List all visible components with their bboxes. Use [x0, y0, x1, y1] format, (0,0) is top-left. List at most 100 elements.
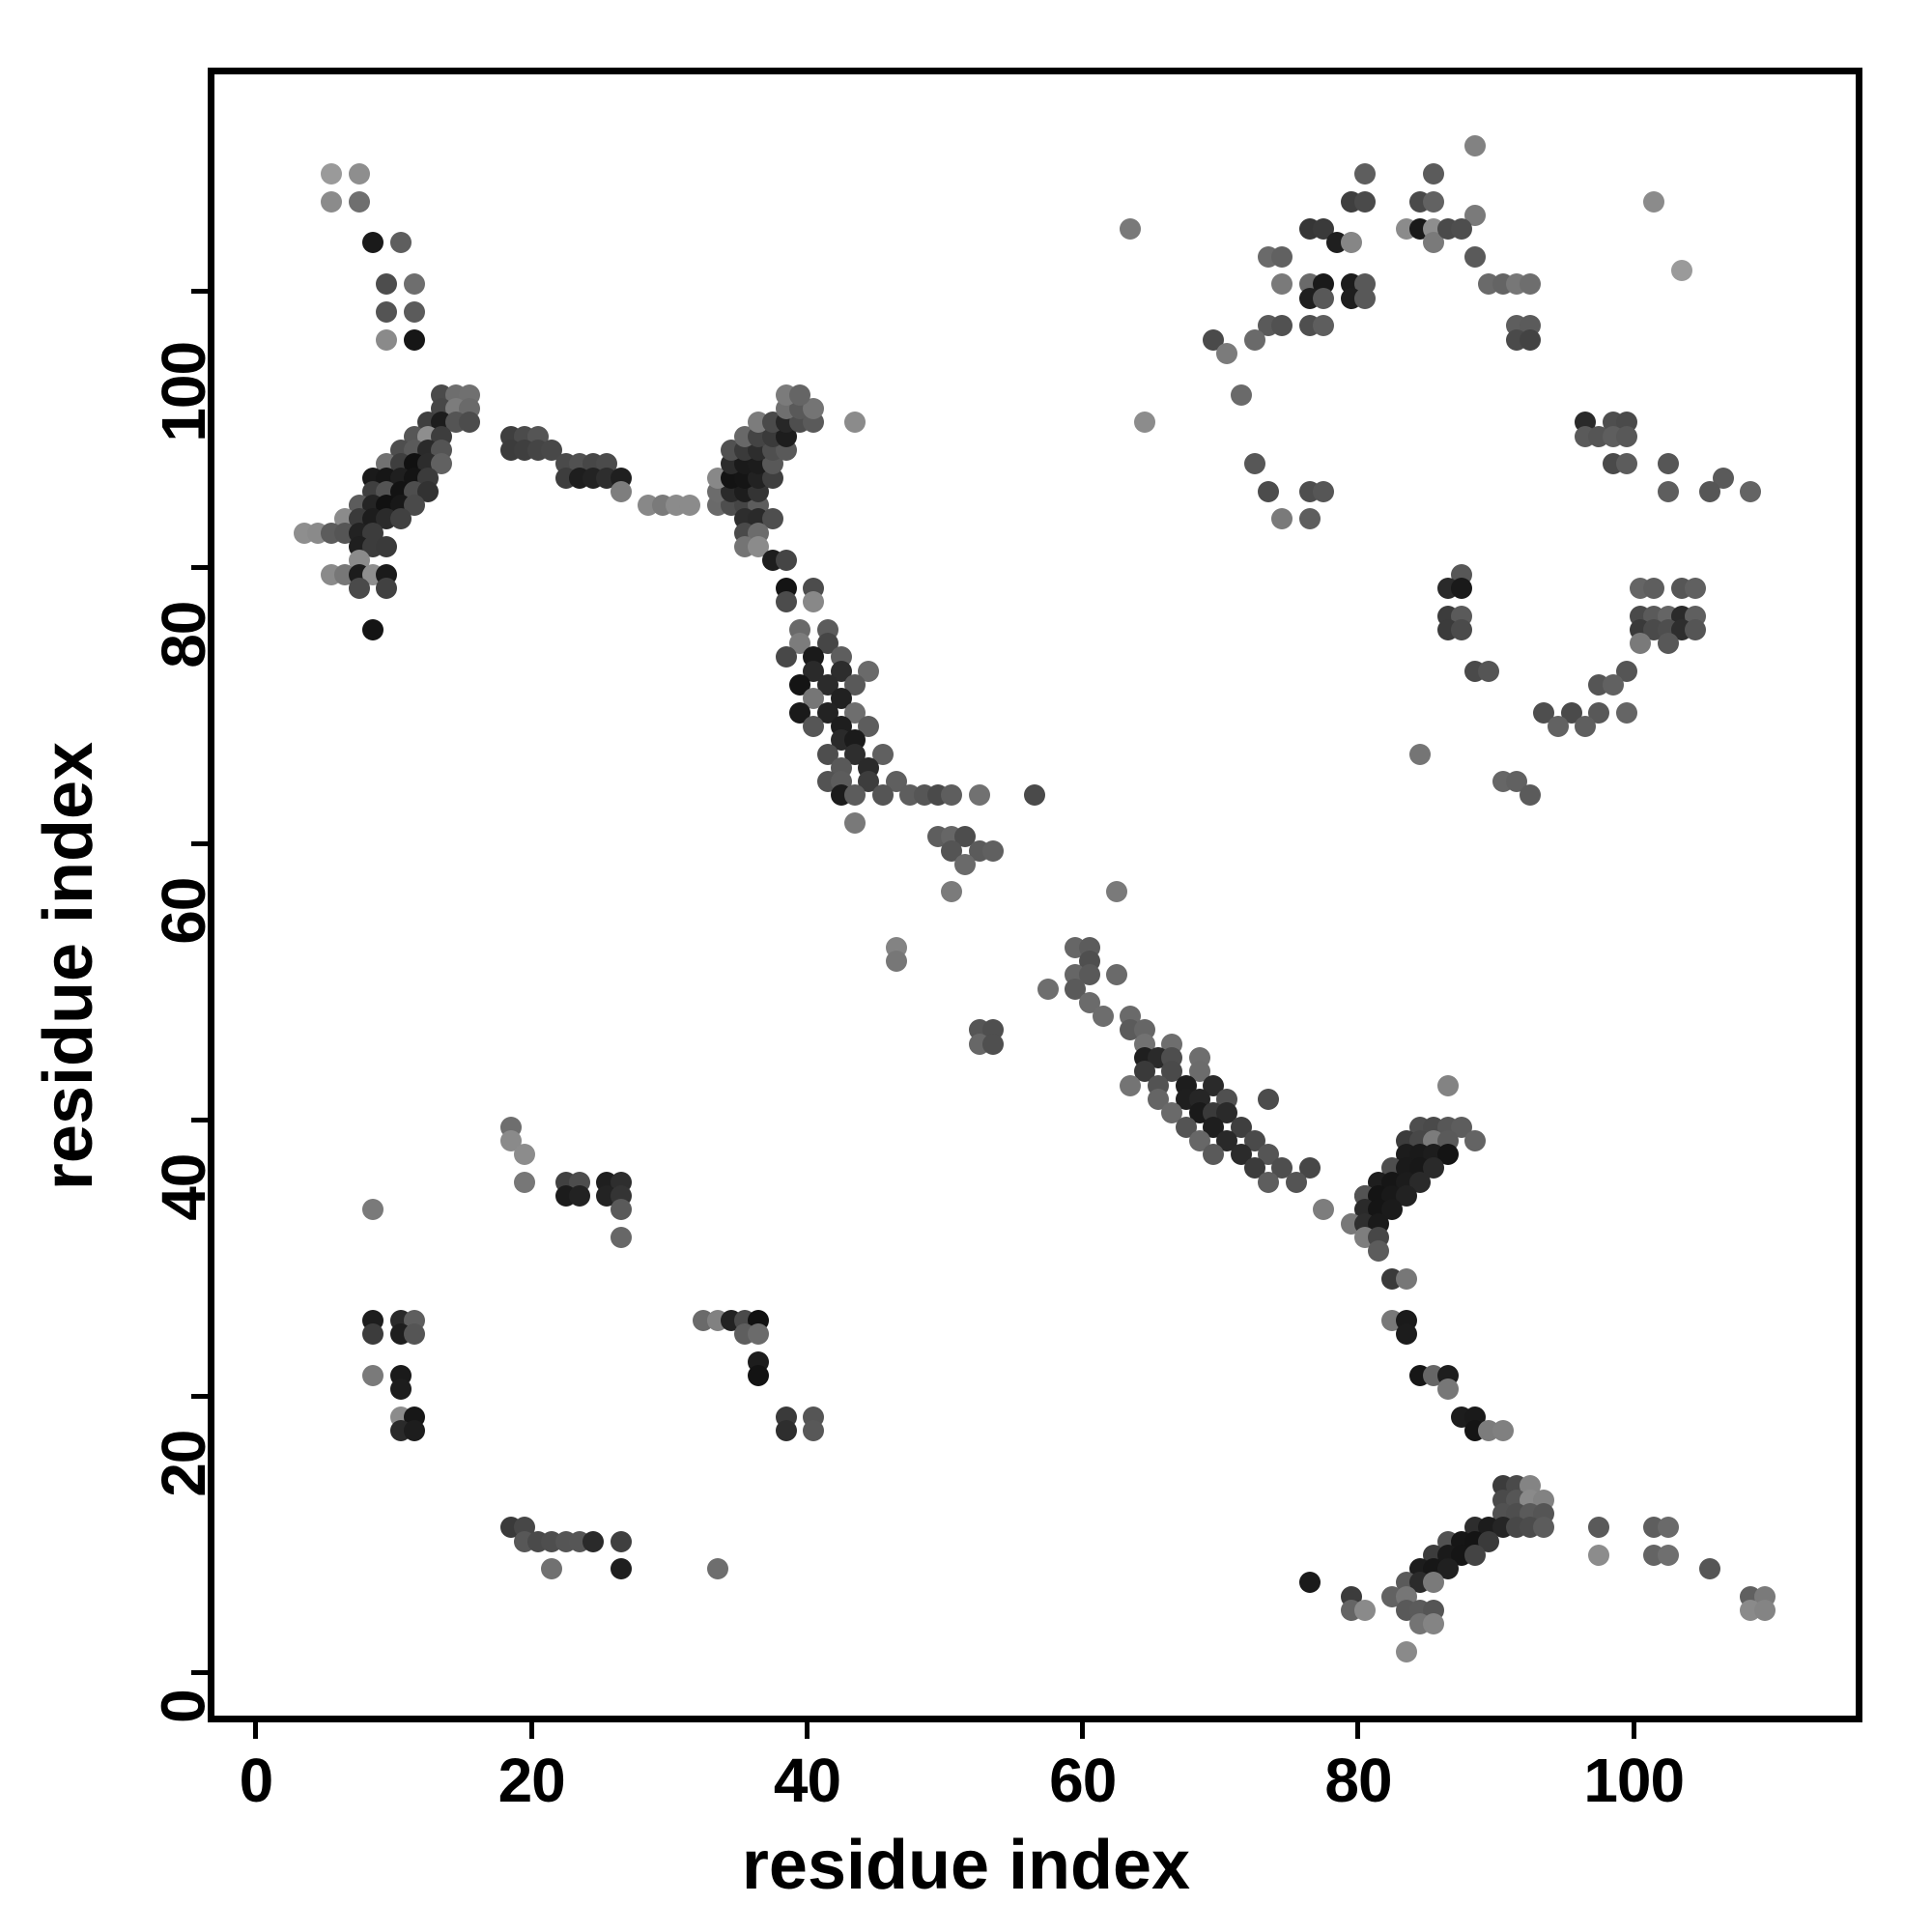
scatter-point: [954, 826, 977, 848]
scatter-point: [513, 1171, 535, 1193]
x-tick-label: 20: [497, 1746, 566, 1815]
scatter-point: [1258, 1171, 1280, 1193]
scatter-point: [679, 495, 701, 517]
scatter-point: [803, 688, 825, 710]
scatter-point: [1478, 1530, 1500, 1552]
scatter-point: [1602, 674, 1624, 696]
scatter-point: [871, 743, 894, 765]
y-tick-label: 40: [149, 1153, 218, 1221]
scatter-point: [968, 784, 990, 807]
scatter-point: [1298, 1572, 1321, 1594]
scatter-point: [830, 688, 852, 710]
scatter-point: [1464, 1544, 1487, 1566]
scatter-point: [1409, 743, 1432, 765]
scatter-point: [858, 660, 880, 682]
scatter-point: [348, 190, 370, 213]
scatter-point: [1258, 480, 1280, 502]
scatter-point: [748, 1364, 770, 1386]
scatter-point: [1478, 660, 1500, 682]
scatter-point: [1188, 1061, 1210, 1083]
scatter-point: [1588, 701, 1610, 724]
scatter-point: [1657, 1544, 1679, 1566]
scatter-points-layer: [214, 74, 1856, 1716]
scatter-point: [1436, 1144, 1459, 1166]
scatter-point: [376, 328, 398, 351]
scatter-point: [1615, 701, 1637, 724]
scatter-point: [1588, 1517, 1610, 1539]
scatter-point: [1133, 412, 1155, 434]
scatter-point: [610, 1226, 632, 1248]
scatter-point: [1395, 1323, 1417, 1346]
scatter-point: [541, 1558, 563, 1580]
scatter-point: [844, 811, 867, 834]
scatter-point: [1120, 218, 1142, 241]
scatter-point: [362, 1323, 384, 1346]
x-tick-label: 80: [1324, 1746, 1392, 1815]
scatter-point: [1643, 190, 1665, 213]
scatter-point: [321, 162, 343, 185]
scatter-point: [1037, 978, 1059, 1000]
scatter-point: [803, 660, 825, 682]
scatter-point: [844, 784, 867, 807]
y-tick-mark: [191, 1670, 208, 1676]
scatter-point: [706, 1558, 728, 1580]
scatter-point: [376, 577, 398, 599]
scatter-point: [1271, 508, 1293, 530]
scatter-point: [775, 646, 797, 668]
scatter-point: [1423, 162, 1445, 185]
scatter-point: [844, 412, 867, 434]
scatter-point: [1353, 287, 1376, 309]
y-tick-label: 20: [149, 1430, 218, 1497]
scatter-point: [1575, 715, 1597, 737]
scatter-point: [1615, 453, 1637, 475]
y-tick-label: 80: [149, 601, 218, 668]
scatter-point: [610, 480, 632, 502]
scatter-point: [981, 1033, 1004, 1055]
scatter-point: [431, 453, 453, 475]
scatter-point: [376, 536, 398, 558]
scatter-point: [803, 715, 825, 737]
scatter-point: [403, 1420, 425, 1442]
scatter-point: [403, 1323, 425, 1346]
scatter-point: [1436, 1558, 1459, 1580]
scatter-point: [1588, 1544, 1610, 1566]
y-axis-label: residue index: [30, 741, 107, 1191]
scatter-point: [1657, 453, 1679, 475]
scatter-point: [1395, 1267, 1417, 1290]
scatter-point: [803, 591, 825, 613]
scatter-point: [1175, 1116, 1197, 1138]
scatter-point: [1353, 162, 1376, 185]
scatter-point: [1313, 480, 1335, 502]
scatter-point: [954, 853, 977, 875]
scatter-point: [1216, 342, 1238, 364]
scatter-point: [775, 1420, 797, 1442]
scatter-point: [816, 701, 838, 724]
x-tick-mark: [1631, 1722, 1636, 1739]
scatter-point: [748, 1323, 770, 1346]
scatter-point: [1395, 1185, 1417, 1208]
y-tick-label: 60: [149, 877, 218, 945]
scatter-point: [775, 591, 797, 613]
scatter-point: [348, 577, 370, 599]
scatter-point: [1533, 701, 1555, 724]
scatter-point: [1230, 1116, 1252, 1138]
scatter-point: [403, 300, 425, 323]
scatter-point: [1685, 618, 1707, 640]
scatter-point: [1298, 508, 1321, 530]
scatter-point: [1161, 1102, 1183, 1124]
scatter-point: [389, 1378, 412, 1401]
scatter-point: [1106, 881, 1128, 903]
scatter-point: [541, 439, 563, 461]
scatter-point: [458, 412, 480, 434]
scatter-point: [1271, 273, 1293, 296]
y-tick-mark: [191, 1118, 208, 1123]
scatter-point: [1243, 1157, 1265, 1179]
scatter-point: [1409, 1171, 1432, 1193]
scatter-point: [1023, 784, 1045, 807]
scatter-point: [1395, 1640, 1417, 1662]
scatter-point: [1520, 784, 1542, 807]
scatter-point: [844, 674, 867, 696]
scatter-point: [761, 508, 783, 530]
scatter-point: [389, 508, 412, 530]
scatter-point: [582, 1530, 605, 1552]
